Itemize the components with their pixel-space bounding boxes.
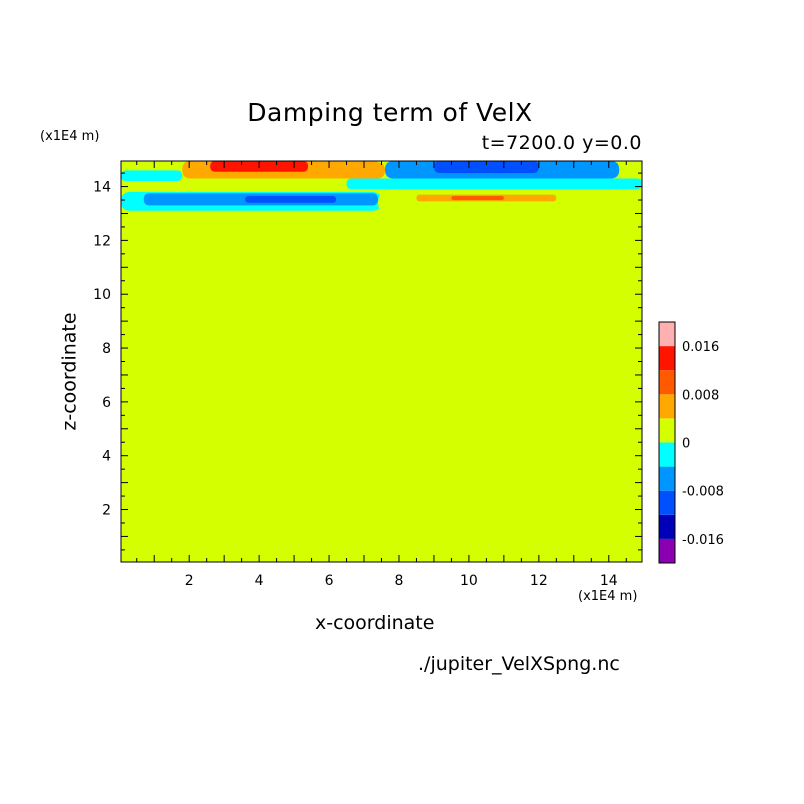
x-tick-label: 12 (530, 573, 548, 589)
chart-title: Damping term of VelX (247, 98, 533, 127)
y-tick-label: 8 (102, 341, 111, 357)
colorbar-tick-label: 0.016 (682, 340, 719, 355)
contour-band (433, 161, 539, 174)
colorbar-segment (659, 490, 675, 515)
contour-band (364, 162, 385, 179)
colorbar-segment (659, 514, 675, 539)
y-tick-label: 2 (102, 503, 111, 519)
x-tick-label: 6 (325, 573, 334, 589)
x-tick-label: 2 (185, 573, 194, 589)
contour-band (121, 170, 183, 182)
source-filename: ./jupiter_VelXSpng.nc (418, 653, 620, 675)
colorbar-tick-label: -0.016 (682, 533, 724, 548)
plot-background (121, 161, 642, 562)
x-axis-label: x-coordinate (315, 612, 435, 634)
y-tick-label: 12 (93, 233, 111, 249)
y-tick-label: 14 (93, 180, 111, 196)
colorbar-segment (659, 442, 675, 467)
colorbar-segment (659, 346, 675, 371)
colorbar-segment (659, 394, 675, 419)
colorbar-tick-label: -0.008 (682, 485, 724, 500)
colorbar-frame (658, 321, 676, 564)
contour-bands (121, 161, 642, 214)
colorbar-segment (659, 466, 675, 491)
contour-band (245, 195, 337, 203)
contour-band (121, 181, 207, 192)
y-tick-label: 10 (93, 287, 111, 303)
chart-subtitle: t=7200.0 y=0.0 (481, 132, 642, 154)
colorbar-tick-label: 0.008 (682, 388, 719, 403)
y-axis-unit: (x1E4 m) (40, 129, 100, 144)
contour-band (451, 195, 504, 201)
x-tick-label: 14 (600, 573, 618, 589)
x-tick-label: 10 (460, 573, 478, 589)
colorbar-tick-label: 0 (682, 437, 690, 452)
x-tick-label: 8 (395, 573, 404, 589)
colorbar-segment (659, 418, 675, 443)
x-tick-label: 4 (255, 573, 264, 589)
x-axis-unit: (x1E4 m) (578, 589, 638, 604)
colorbar-segment (659, 322, 675, 347)
y-tick-label: 4 (102, 449, 111, 465)
colorbar-segment (659, 538, 675, 563)
colorbar-segment (659, 370, 675, 395)
contour-band (346, 178, 642, 190)
y-tick-label: 6 (102, 395, 111, 411)
